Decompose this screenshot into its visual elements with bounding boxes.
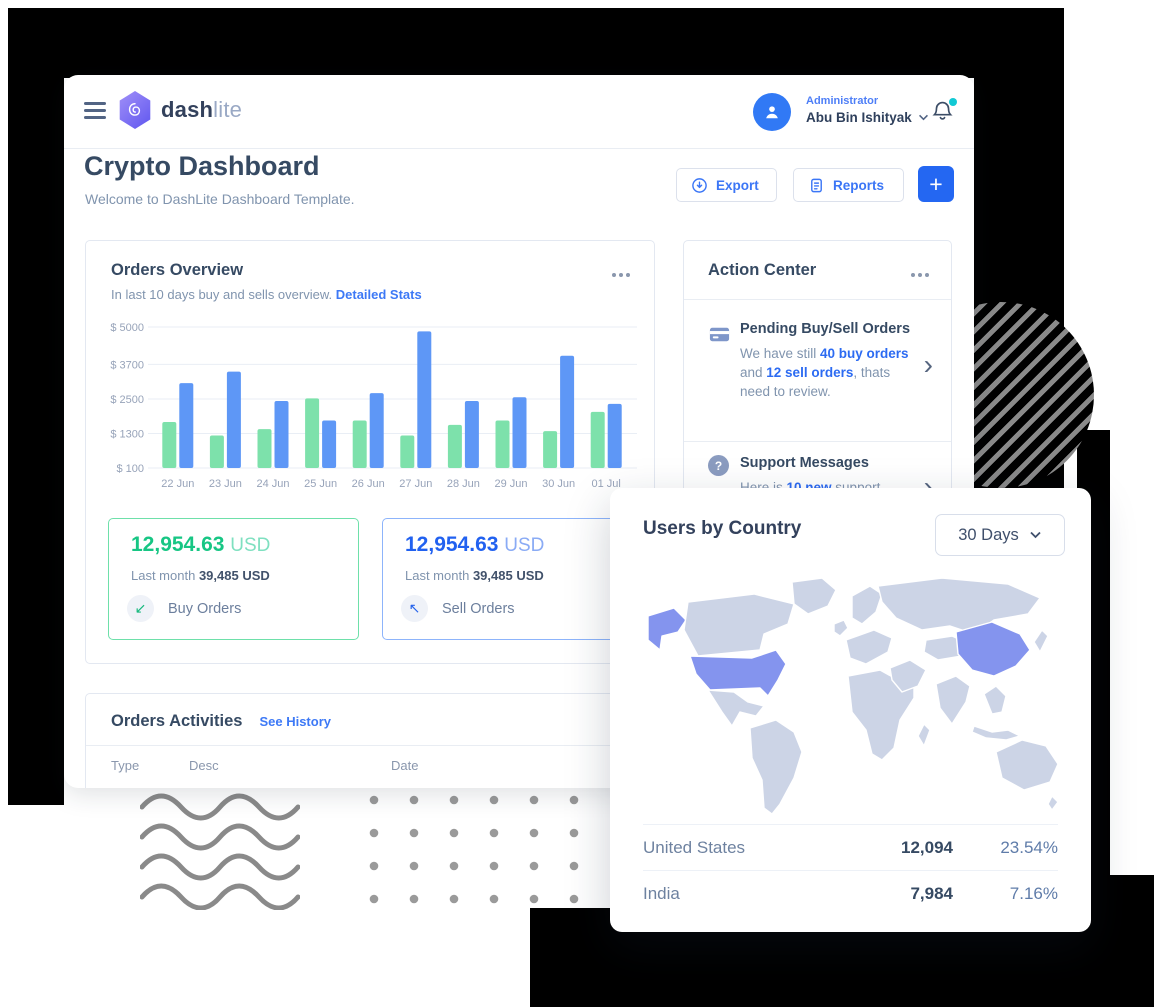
bell-icon [932,101,953,120]
users-by-country-title: Users by Country [643,518,802,539]
credit-card-icon [708,323,732,347]
arrow-down-left-icon: ↙ [127,595,154,622]
table-header-row: Type Desc Date [86,745,654,773]
orders-activities-title: Orders Activities [111,712,243,730]
users-by-country-card: Users by Country 30 Days [610,488,1091,932]
period-select[interactable]: 30 Days [935,514,1065,556]
dot-grid-decoration [369,795,579,904]
svg-text:26 Jun: 26 Jun [352,478,385,490]
notifications-button[interactable] [930,98,958,126]
svg-text:23 Jun: 23 Jun [209,478,242,490]
svg-text:22 Jun: 22 Jun [161,478,194,490]
orders-chart: $ 100 $ 1300 $ 2500 $ 3700 $ 5000 22 Jun 23 Ju… [110,322,637,490]
menu-icon[interactable] [84,102,106,123]
reports-button[interactable]: Reports [793,168,904,202]
page-subtitle: Welcome to DashLite Dashboard Template. [85,191,355,207]
sell-amount: 12,954.63 [405,533,499,556]
country-list: United States 12,094 23.54% India 7,984 … [643,824,1058,916]
add-button[interactable]: + [918,166,954,202]
sell-orders-tile: 12,954.63 USD Last month 39,485 USD ↖ Se… [382,518,633,640]
deco-black-top-band [8,8,1064,78]
svg-text:$ 5000: $ 5000 [110,322,144,334]
svg-text:25 Jun: 25 Jun [304,478,337,490]
svg-text:27 Jun: 27 Jun [399,478,432,490]
svg-text:$ 2500: $ 2500 [110,394,144,406]
more-options-button[interactable] [608,269,634,281]
see-history-link[interactable]: See History [259,714,331,729]
avatar[interactable] [753,93,791,131]
sell-orders-label: Sell Orders [442,600,515,617]
user-icon [766,106,778,119]
action-center-title: Action Center [708,261,817,279]
brand-logo[interactable]: dashlite [118,91,242,129]
svg-text:$ 1300: $ 1300 [110,428,144,440]
svg-text:24 Jun: 24 Jun [256,478,289,490]
svg-text:01 Jul: 01 Jul [592,478,621,490]
page-title: Crypto Dashboard [84,151,320,181]
orders-overview-card: Orders Overview In last 10 days buy and … [85,240,655,664]
buy-amount: 12,954.63 [131,533,225,556]
export-button[interactable]: Export [676,168,777,202]
column-desc: Desc [189,758,219,773]
reports-icon [811,178,822,192]
notification-badge [949,98,957,106]
column-type: Type [111,758,140,773]
orders-overview-subtitle: In last 10 days buy and sells overview. … [111,287,422,302]
svg-text:28 Jun: 28 Jun [447,478,480,490]
user-role: Administrator [806,95,879,107]
more-options-button[interactable] [907,269,933,281]
plus-icon: + [929,170,943,197]
orders-activities-card: Orders Activities See History Type Desc … [85,693,655,788]
detailed-stats-link[interactable]: Detailed Stats [335,287,422,302]
deco-black-left-strip [8,8,64,805]
arrow-up-left-icon: ↖ [401,595,428,622]
action-item-pending-orders[interactable]: Pending Buy/Sell Orders We have still 40… [684,315,951,441]
chevron-right-icon: › [923,471,933,502]
download-icon [692,177,707,193]
question-icon: ? [708,455,732,479]
waves-decoration [140,793,300,910]
divider [684,299,951,300]
chevron-down-icon [918,114,928,121]
buy-orders-tile: 12,954.63 USD Last month 39,485 USD ↙ Bu… [108,518,359,640]
world-map [647,577,1059,815]
divider [684,441,951,442]
svg-text:29 Jun: 29 Jun [494,478,527,490]
action-item-text: We have still 40 buy orders and 12 sell … [740,346,909,399]
dashlite-logo-icon [119,91,151,129]
chevron-down-icon [1030,531,1041,539]
list-item: India 7,984 7.16% [643,870,1058,916]
svg-text:$ 100: $ 100 [116,463,144,475]
column-date: Date [391,758,419,773]
svg-text:30 Jun: 30 Jun [542,478,575,490]
brand-name: dashlite [161,97,243,122]
buy-orders-label: Buy Orders [168,600,242,617]
list-item: United States 12,094 23.54% [643,824,1058,870]
chevron-right-icon: › [923,349,933,380]
header-divider [64,148,974,149]
user-menu[interactable]: Administrator Abu Bin Ishityak [806,95,929,125]
user-name: Abu Bin Ishityak [806,110,912,125]
svg-text:$ 3700: $ 3700 [110,359,144,371]
orders-overview-title: Orders Overview [111,261,244,279]
